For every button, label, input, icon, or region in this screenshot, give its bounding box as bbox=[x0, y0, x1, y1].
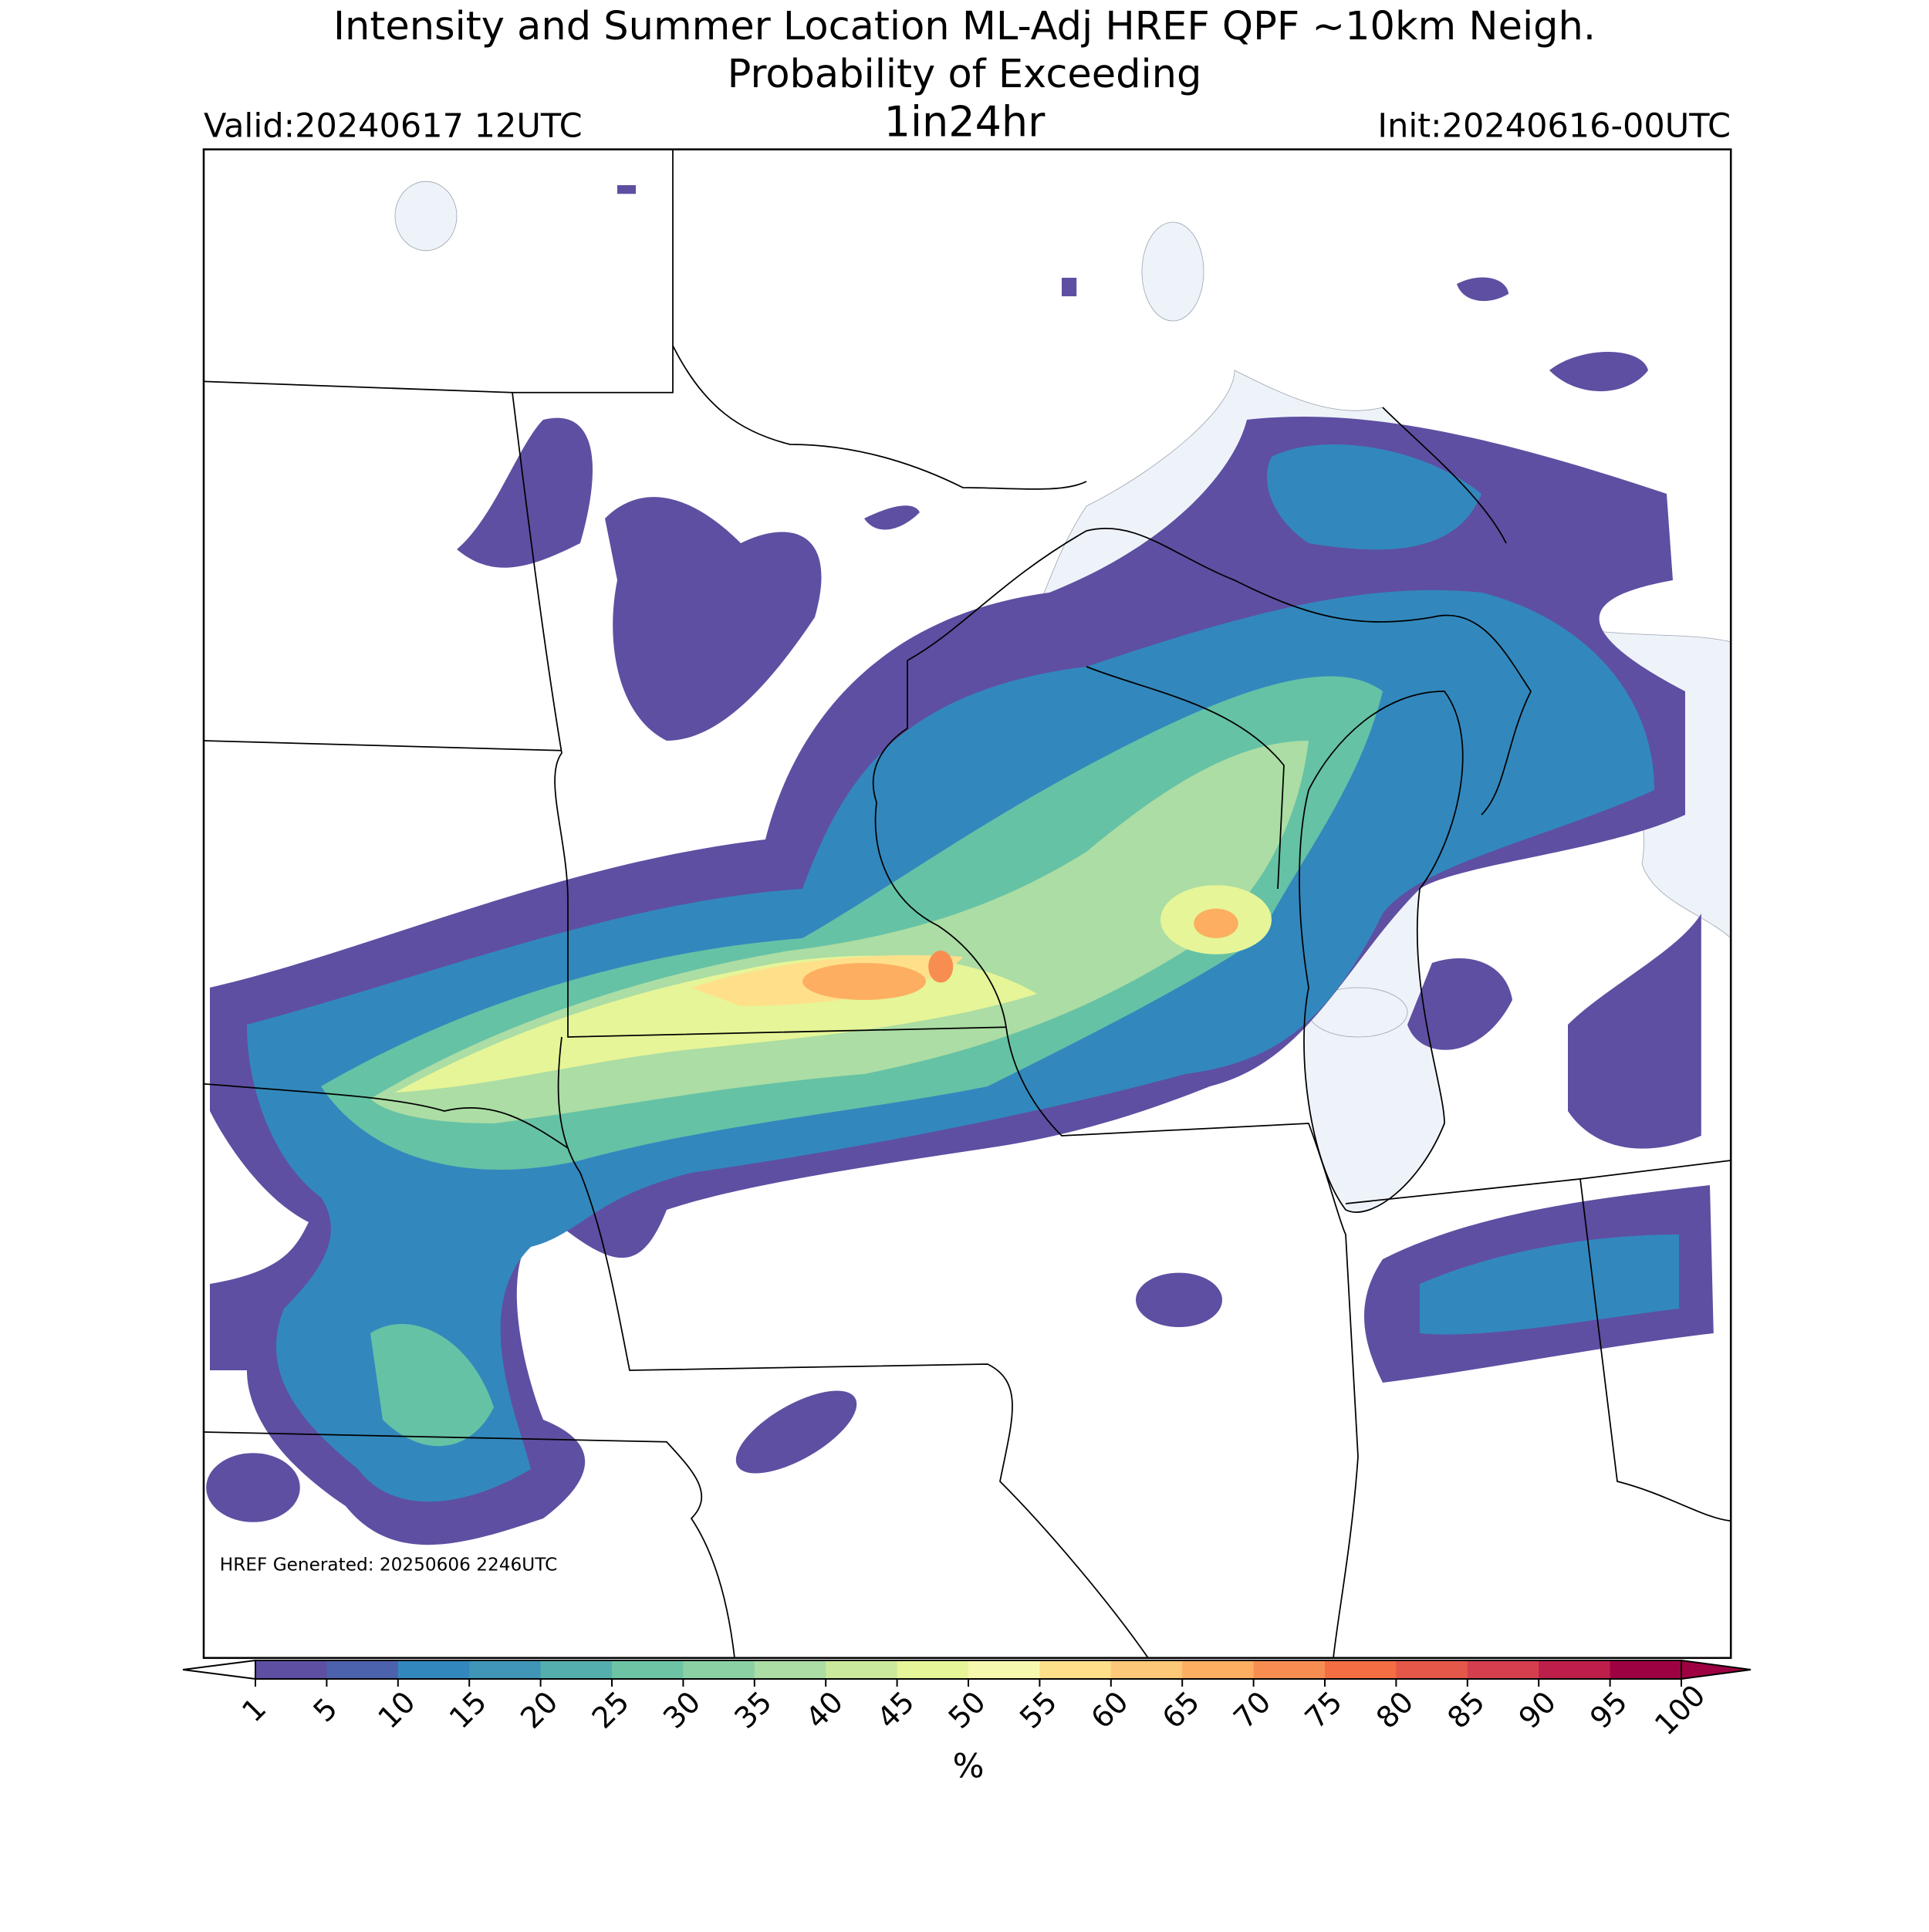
colorbar-tick-label: 45 bbox=[870, 1685, 921, 1735]
colorbar-tick-label: 100 bbox=[1648, 1678, 1711, 1741]
colorbar-under bbox=[182, 1659, 256, 1680]
colorbar-tick-label: 65 bbox=[1156, 1685, 1206, 1735]
map: HREF Generated: 20250606 2246UTC bbox=[202, 148, 1732, 1660]
colorbar-tick-label: 80 bbox=[1370, 1685, 1420, 1735]
colorbar-segment bbox=[612, 1660, 684, 1679]
colorbar-tick-label: 55 bbox=[1013, 1685, 1063, 1735]
colorbar-tick-label: 60 bbox=[1084, 1685, 1134, 1735]
colorbar-tick-label: 25 bbox=[586, 1685, 636, 1735]
map-frame bbox=[202, 148, 1732, 1660]
lake bbox=[394, 181, 458, 252]
title: Intensity and Summer Location ML-Adj HRE… bbox=[333, 4, 1596, 49]
colorbar-segment bbox=[1253, 1660, 1326, 1679]
valid-time: Valid:20240617 12UTC bbox=[204, 107, 583, 146]
colorbar-segment bbox=[397, 1660, 470, 1679]
colorbar-segment bbox=[1110, 1660, 1183, 1679]
colorbar-tick-label: 70 bbox=[1227, 1685, 1277, 1735]
probability-field bbox=[206, 185, 1714, 1545]
colorbar-segment bbox=[1396, 1660, 1468, 1679]
colorbar-tick-label: 40 bbox=[799, 1685, 850, 1735]
colorbar-segment bbox=[1610, 1660, 1682, 1679]
colorbar-segment bbox=[1039, 1660, 1112, 1679]
colorbar-segment bbox=[968, 1660, 1040, 1679]
generated-note: HREF Generated: 20250606 2246UTC bbox=[220, 1554, 557, 1575]
colorbar-tick-label: 1 bbox=[235, 1691, 272, 1728]
init-time: Init:20240616-00UTC bbox=[1377, 107, 1731, 146]
colorbar-segment bbox=[1539, 1660, 1611, 1679]
colorbar-over bbox=[1681, 1659, 1752, 1680]
colorbar-tick-label: 10 bbox=[371, 1685, 421, 1735]
colorbar-segment bbox=[1325, 1660, 1397, 1679]
colorbar-tick-label: 30 bbox=[657, 1685, 707, 1735]
lake bbox=[1141, 221, 1204, 322]
colorbar-label: % bbox=[953, 1748, 985, 1786]
colorbar-segment bbox=[540, 1660, 613, 1679]
colorbar-tick-label: 75 bbox=[1299, 1685, 1349, 1735]
colorbar-segment bbox=[469, 1660, 542, 1679]
colorbar-tick-label: 20 bbox=[514, 1685, 564, 1735]
colorbar-tick-label: 95 bbox=[1583, 1685, 1633, 1735]
colorbar-tick-label: 90 bbox=[1512, 1685, 1562, 1735]
colorbar-tick-label: 15 bbox=[443, 1685, 493, 1735]
colorbar-segment bbox=[754, 1660, 826, 1679]
colorbar-tick-label: 50 bbox=[942, 1685, 992, 1735]
period: 1in24hr bbox=[884, 98, 1046, 147]
colorbar: 1 5 10 15 20 25 30 35 40 45 50 55 60 65 70 75 80 85 90 95 10… bbox=[182, 1659, 1752, 1741]
colorbar-segment bbox=[255, 1660, 327, 1679]
colorbar-tick-label: 5 bbox=[307, 1691, 344, 1728]
colorbar-segment bbox=[826, 1660, 898, 1679]
colorbar-segment bbox=[683, 1660, 755, 1679]
subtitle: Probability of Exceeding bbox=[728, 52, 1202, 97]
colorbar-segment bbox=[326, 1660, 399, 1679]
colorbar-segment bbox=[897, 1660, 969, 1679]
colorbar-segment bbox=[1182, 1660, 1255, 1679]
boundaries bbox=[204, 149, 1731, 1658]
colorbar-tick-label: 35 bbox=[728, 1685, 778, 1735]
colorbar-segment bbox=[1467, 1660, 1539, 1679]
colorbar-tick-label: 85 bbox=[1441, 1685, 1491, 1735]
